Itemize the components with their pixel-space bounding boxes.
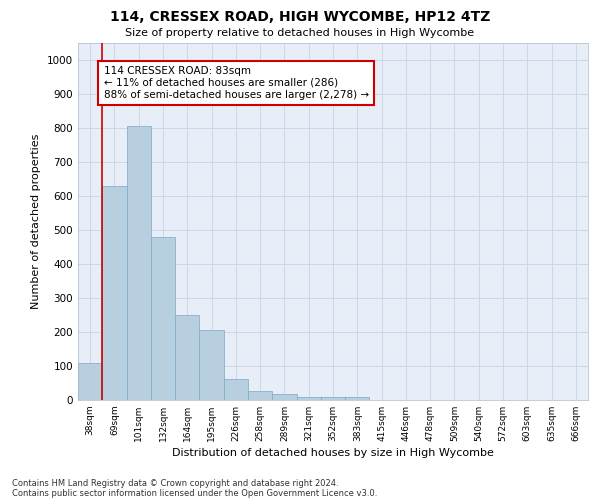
Bar <box>248 392 272 400</box>
Bar <box>151 238 175 400</box>
Bar <box>102 186 127 400</box>
Text: Size of property relative to detached houses in High Wycombe: Size of property relative to detached ho… <box>125 28 475 38</box>
Bar <box>272 394 296 400</box>
Text: 114, CRESSEX ROAD, HIGH WYCOMBE, HP12 4TZ: 114, CRESSEX ROAD, HIGH WYCOMBE, HP12 4T… <box>110 10 490 24</box>
Text: Contains public sector information licensed under the Open Government Licence v3: Contains public sector information licen… <box>12 488 377 498</box>
Bar <box>224 379 248 400</box>
Bar <box>78 363 102 400</box>
Y-axis label: Number of detached properties: Number of detached properties <box>31 134 41 309</box>
Bar <box>175 315 199 400</box>
Text: Contains HM Land Registry data © Crown copyright and database right 2024.: Contains HM Land Registry data © Crown c… <box>12 478 338 488</box>
Bar <box>345 396 370 400</box>
Bar <box>127 126 151 400</box>
Text: 114 CRESSEX ROAD: 83sqm
← 11% of detached houses are smaller (286)
88% of semi-d: 114 CRESSEX ROAD: 83sqm ← 11% of detache… <box>104 66 368 100</box>
X-axis label: Distribution of detached houses by size in High Wycombe: Distribution of detached houses by size … <box>172 448 494 458</box>
Bar <box>321 398 345 400</box>
Bar <box>296 396 321 400</box>
Bar <box>199 330 224 400</box>
